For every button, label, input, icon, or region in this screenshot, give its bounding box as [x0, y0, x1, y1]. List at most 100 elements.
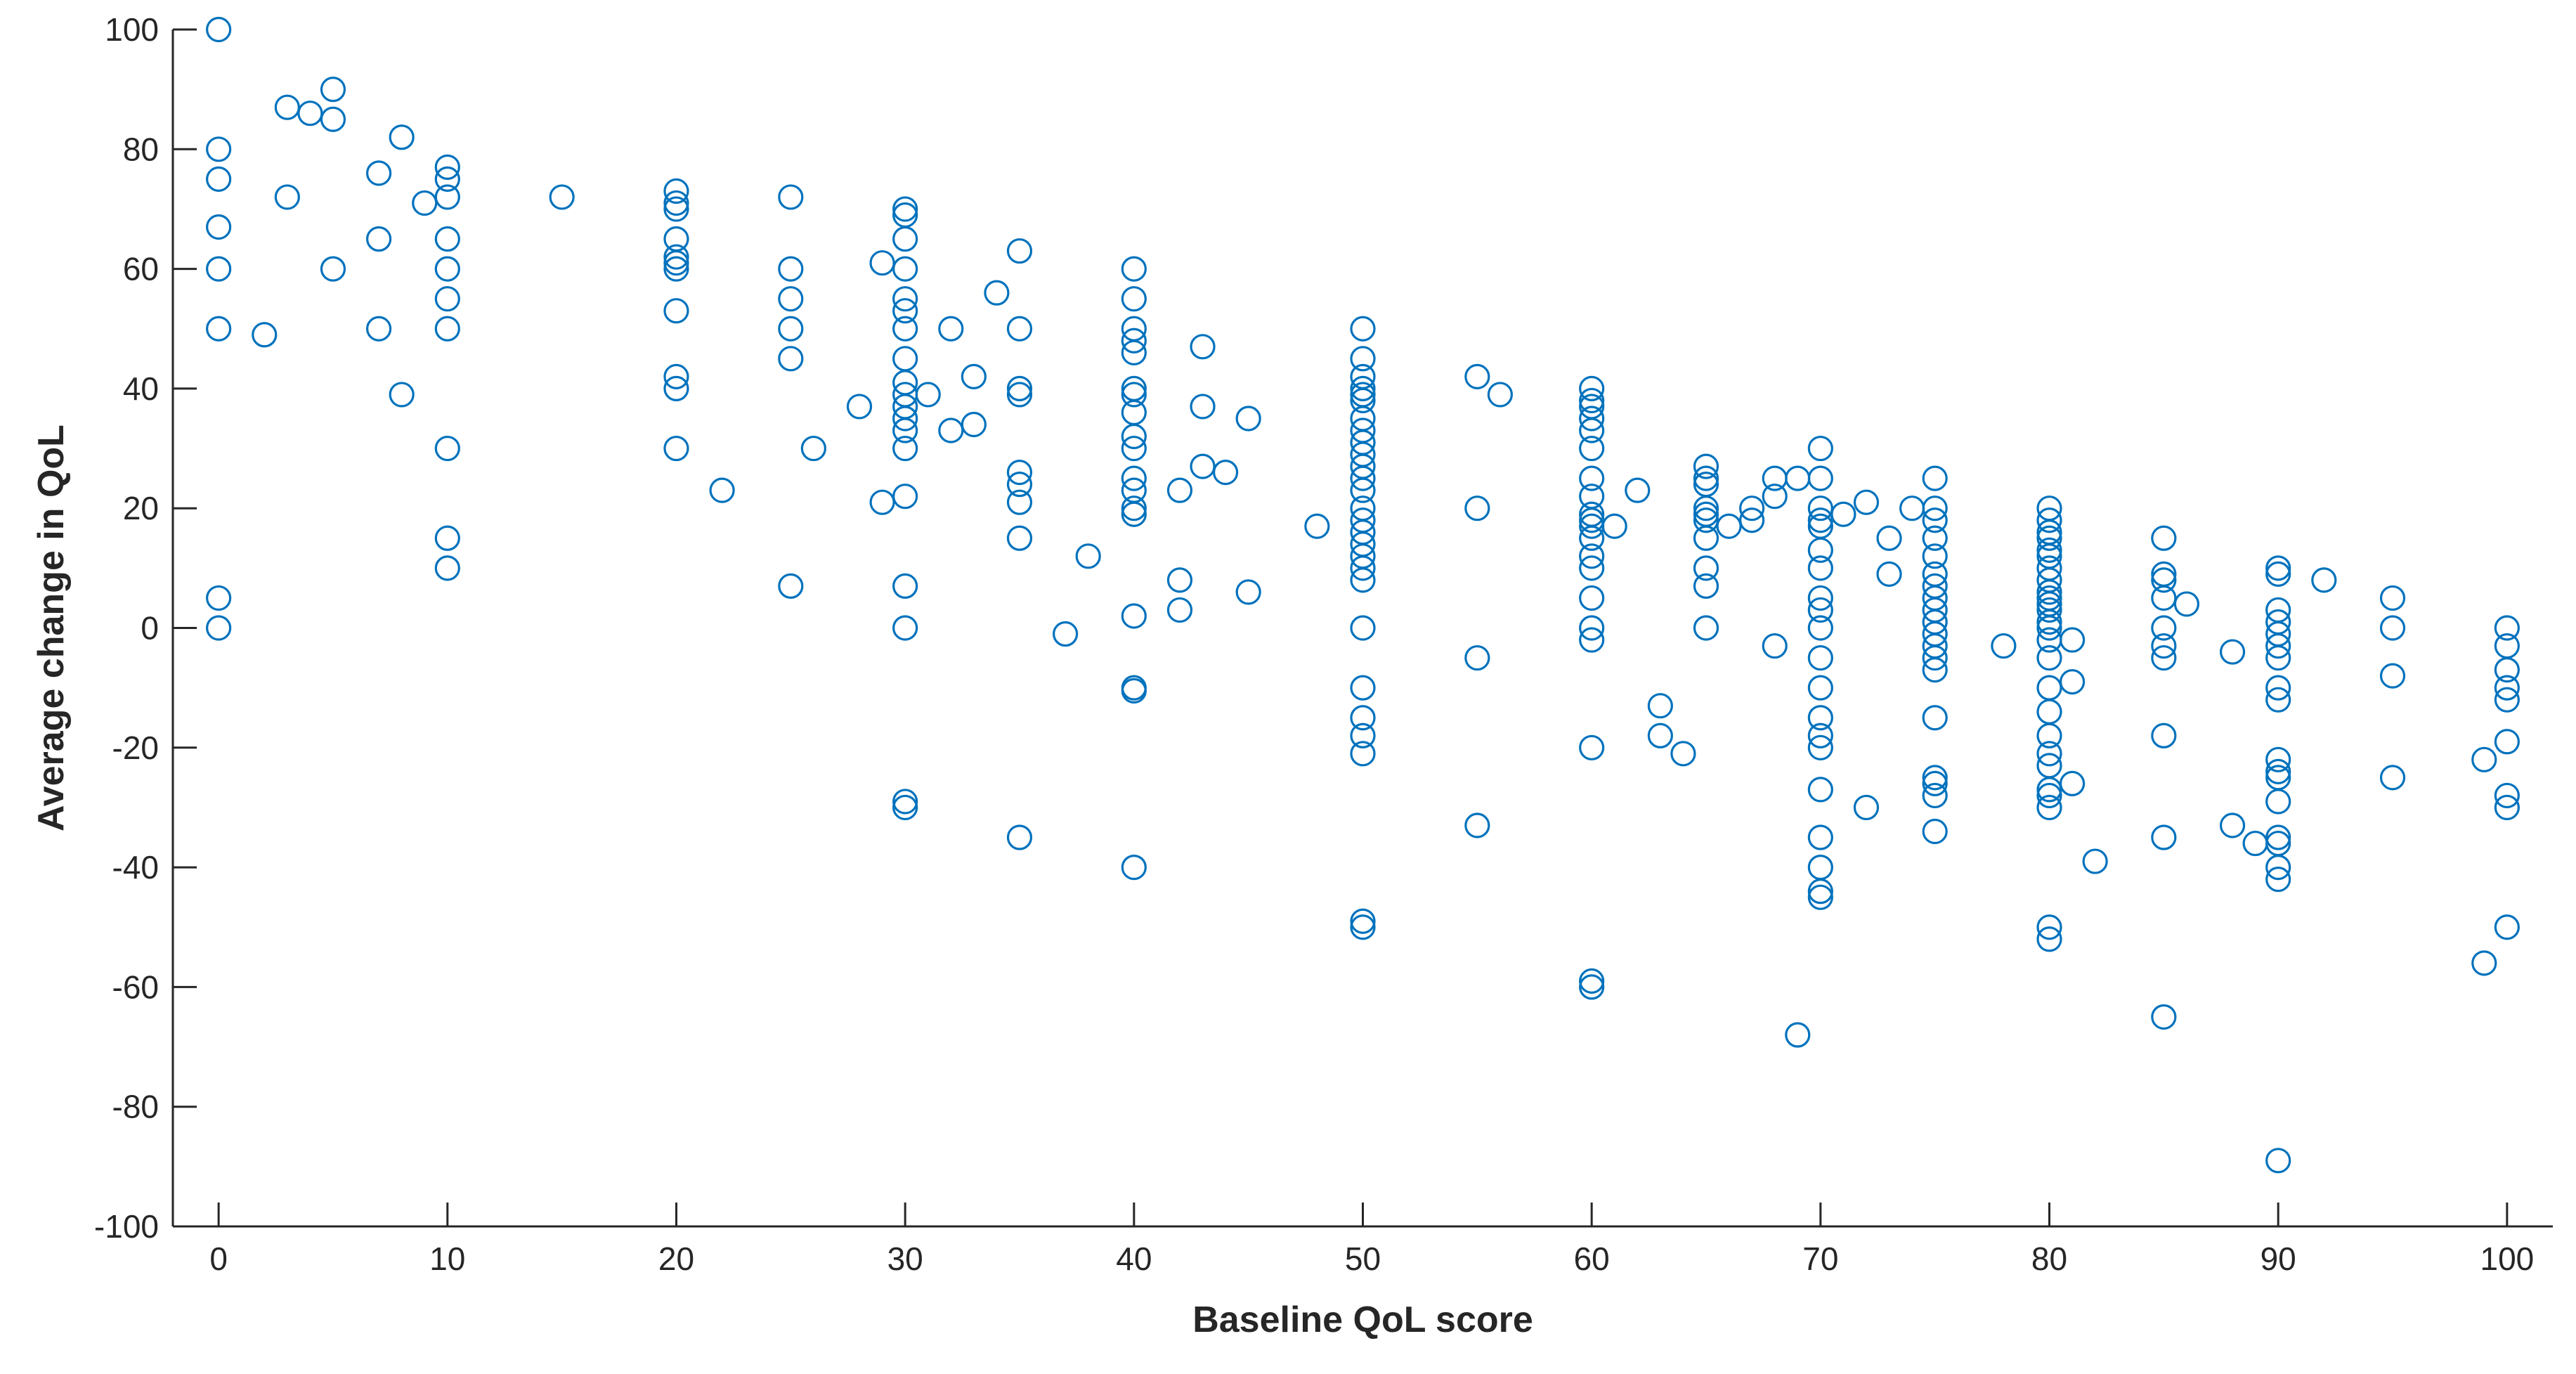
data-point [892, 286, 918, 312]
data-point [2265, 644, 2291, 671]
y-tick-label: 40 [123, 370, 159, 407]
data-point [663, 249, 689, 276]
data-point [2036, 537, 2062, 563]
data-point [2036, 507, 2062, 533]
data-point [2379, 585, 2406, 611]
data-point [1006, 472, 1033, 498]
x-tick-label: 90 [2260, 1240, 2296, 1277]
data-point [1807, 585, 1833, 611]
data-point [1785, 1022, 1811, 1048]
data-point [2471, 950, 2497, 976]
data-point [1785, 465, 1811, 491]
data-point [1350, 316, 1376, 342]
data-point [1739, 507, 1765, 533]
data-point [1807, 644, 1833, 671]
data-point [1350, 741, 1376, 767]
data-point [892, 256, 918, 282]
data-point [1807, 513, 1833, 539]
data-point [1807, 555, 1833, 581]
data-point [1922, 657, 1948, 683]
x-tick-label: 80 [2031, 1240, 2067, 1277]
data-point [1350, 705, 1376, 731]
data-point [2036, 914, 2062, 940]
data-point [2151, 633, 2177, 659]
data-point [778, 286, 804, 312]
data-point [892, 202, 918, 228]
data-point [320, 106, 346, 132]
data-point [663, 196, 689, 222]
x-axis-label: Baseline QoL score [1192, 1300, 1533, 1340]
data-point [1190, 334, 1216, 360]
data-point [2036, 615, 2062, 641]
data-point [389, 124, 415, 150]
data-point [892, 406, 918, 432]
data-point [206, 16, 232, 43]
data-point [1807, 777, 1833, 803]
data-point [1807, 705, 1833, 731]
data-point [2265, 867, 2291, 893]
y-tick-label: 80 [123, 131, 159, 167]
data-point [1464, 363, 1490, 389]
data-point [206, 316, 232, 342]
data-point [1166, 567, 1193, 593]
data-point [549, 184, 575, 210]
data-point [2379, 663, 2406, 689]
data-point [2059, 627, 2086, 653]
data-point [1670, 741, 1696, 767]
data-point [2219, 639, 2246, 665]
data-point [1693, 615, 1719, 641]
data-point [1807, 465, 1833, 491]
data-point [1579, 507, 1605, 533]
data-point [1625, 477, 1651, 503]
data-point [984, 280, 1010, 306]
data-point [869, 489, 895, 515]
data-point [1212, 460, 1239, 486]
data-point [2036, 741, 2062, 767]
data-point [1304, 513, 1330, 539]
data-point [1006, 460, 1033, 486]
data-point [1807, 824, 1833, 850]
data-point [2265, 824, 2291, 850]
data-point [778, 316, 804, 342]
axes [171, 30, 2553, 1228]
data-point [2265, 687, 2291, 713]
data-point [1121, 399, 1147, 426]
data-point [1693, 555, 1719, 581]
data-point [663, 256, 689, 282]
data-point [1762, 633, 1788, 659]
data-point [2265, 854, 2291, 881]
data-point [274, 184, 300, 210]
data-point [1121, 854, 1147, 881]
data-point [1922, 525, 1948, 551]
data-point [206, 256, 232, 282]
data-point [1922, 782, 1948, 809]
data-point [1899, 495, 1925, 521]
data-point [1601, 513, 1627, 539]
data-point [1190, 453, 1216, 479]
data-point [892, 298, 918, 324]
data-point [1579, 387, 1605, 414]
data-point [2036, 926, 2062, 952]
y-tick-label: -80 [112, 1089, 159, 1125]
data-point [1235, 406, 1261, 432]
x-tick-label: 0 [209, 1240, 228, 1277]
data-point [1693, 525, 1719, 551]
data-point [2036, 777, 2062, 803]
data-point [1121, 495, 1147, 521]
data-point [663, 435, 689, 462]
data-point [2036, 644, 2062, 671]
data-point [2265, 758, 2291, 784]
data-point [1716, 513, 1742, 539]
data-point [2265, 561, 2291, 587]
data-point [2036, 675, 2062, 701]
y-axis-label: Average change in QoL [31, 424, 72, 831]
data-point [1006, 824, 1033, 850]
data-point [1693, 495, 1719, 521]
x-tick-label: 20 [658, 1240, 694, 1277]
data-point [892, 789, 918, 815]
data-point [206, 136, 232, 162]
data-point [1762, 484, 1788, 510]
data-point [1579, 974, 1605, 1000]
data-point [961, 363, 987, 389]
data-point [434, 525, 460, 551]
